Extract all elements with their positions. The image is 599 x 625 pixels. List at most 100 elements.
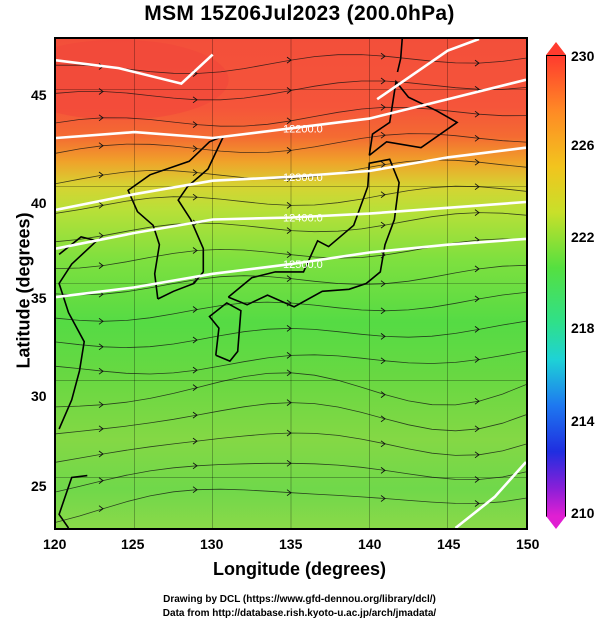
wind-arrowhead: [474, 265, 480, 273]
wind-arrowhead: [98, 450, 104, 458]
wind-arrowhead: [286, 251, 292, 259]
wind-arrowhead: [192, 96, 198, 104]
wind-arrowhead: [98, 232, 104, 240]
wind-arrowhead: [192, 247, 198, 254]
footer-credit-data: Data from http://database.rish.kyoto-u.a…: [162, 608, 437, 619]
figure-title: MSM 15Z06Jul2023 (200.0hPa): [144, 2, 455, 25]
wind-arrowhead: [192, 366, 198, 374]
coastline: [58, 236, 99, 430]
wind-arrowhead: [192, 384, 198, 391]
wind-arrowhead: [98, 477, 104, 484]
coastline: [368, 79, 459, 157]
x-tick-label: 150: [516, 536, 540, 552]
height-contour: [56, 237, 526, 299]
wind-arrowhead: [286, 489, 292, 497]
wind-arrowhead: [380, 131, 386, 139]
height-contour: [56, 146, 526, 212]
wind-arrowhead: [380, 251, 386, 259]
wind-arrowhead: [474, 209, 480, 216]
wind-arrowhead: [286, 87, 292, 94]
wind-arrowhead: [286, 429, 292, 437]
wind-arrowhead: [192, 336, 198, 344]
wind-arrowhead: [192, 486, 198, 494]
height-contour: [56, 78, 526, 140]
wind-arrowhead: [474, 425, 480, 433]
wind-arrowhead: [286, 399, 292, 406]
wind-arrowhead: [192, 121, 198, 128]
colorbar-tick-label: 226: [571, 137, 595, 153]
wind-arrowhead: [192, 462, 198, 470]
wind-arrowhead: [192, 145, 198, 152]
wind-arrowhead: [286, 117, 292, 125]
x-tick-label: 120: [43, 536, 67, 552]
height-contour: [56, 200, 526, 250]
wind-arrowhead: [286, 147, 292, 154]
colorbar-tick-label: 218: [571, 320, 595, 336]
wind-arrowhead: [98, 401, 104, 409]
colorbar-tick-label: 210: [571, 505, 595, 521]
wind-arrowhead: [380, 495, 386, 502]
coastline: [58, 474, 88, 528]
wind-arrowhead: [474, 500, 480, 507]
wind-arrowhead: [474, 295, 480, 303]
warm-region: [56, 39, 229, 120]
colorbar-tick-label: 222: [571, 229, 595, 245]
wind-arrowhead: [474, 134, 480, 142]
y-axis-title: Latitude (degrees): [13, 212, 34, 369]
wind-arrowhead: [474, 476, 480, 483]
wind-arrowhead: [286, 299, 292, 307]
x-tick-label: 130: [200, 536, 224, 552]
wind-arrowhead: [192, 411, 198, 419]
wind-arrowhead: [192, 169, 198, 176]
wind-arrowhead: [380, 191, 386, 199]
wind-arrowhead: [474, 397, 480, 405]
wind-arrowhead: [98, 367, 104, 375]
wind-arrowhead: [474, 326, 480, 333]
wind-arrowhead: [380, 307, 386, 315]
x-tick-label: 145: [437, 536, 461, 552]
wind-arrowhead: [380, 161, 386, 168]
wind-arrowhead: [286, 56, 292, 64]
wind-arrowhead: [98, 262, 104, 269]
wind-arrowhead: [192, 437, 198, 445]
wind-arrowhead: [380, 52, 386, 60]
wind-arrowhead: [474, 451, 480, 459]
x-axis-title: Longitude (degrees): [212, 559, 386, 579]
contour-label: 12200.0: [283, 123, 323, 135]
wind-arrowhead: [98, 343, 104, 351]
contour-label: 12300.0: [283, 172, 323, 184]
wind-arrowhead: [98, 425, 104, 433]
wind-arrowhead: [286, 459, 292, 467]
colorbar-top-arrow: [546, 42, 566, 55]
wind-arrowhead: [286, 369, 292, 377]
wind-arrowhead: [380, 415, 386, 423]
colorbar-bottom-arrow: [546, 516, 566, 529]
wind-arrowhead: [98, 171, 104, 179]
wind-arrowhead: [98, 88, 104, 95]
y-tick-label: 40: [31, 195, 47, 211]
wind-arrowhead: [192, 193, 198, 201]
colorbar-tick-label: 230: [571, 48, 595, 64]
wind-arrowhead: [98, 114, 104, 122]
height-contour: [376, 39, 480, 101]
coastline: [208, 301, 242, 363]
x-tick-label: 125: [121, 536, 145, 552]
wind-arrowhead: [286, 352, 292, 359]
x-tick-label: 135: [279, 536, 303, 552]
wind-arrowhead: [98, 317, 104, 325]
coastline: [396, 39, 403, 73]
wind-arrowhead: [98, 505, 104, 513]
contour-label: 12500.0: [283, 259, 323, 271]
wind-arrowhead: [474, 183, 480, 191]
colorbar: [546, 55, 566, 517]
footer-credit-dcl: Drawing by DCL (https://www.gfd-dennou.o…: [163, 594, 436, 605]
wind-arrowhead: [380, 333, 386, 340]
wind-arrowhead: [98, 201, 104, 209]
wind-arrowhead: [380, 357, 386, 365]
wind-arrowhead: [380, 221, 386, 229]
wind-arrowhead: [474, 158, 480, 166]
y-tick-label: 45: [31, 87, 47, 103]
height-contour: [454, 461, 526, 528]
wind-arrowhead: [380, 103, 386, 111]
wind-arrowhead: [380, 280, 386, 288]
